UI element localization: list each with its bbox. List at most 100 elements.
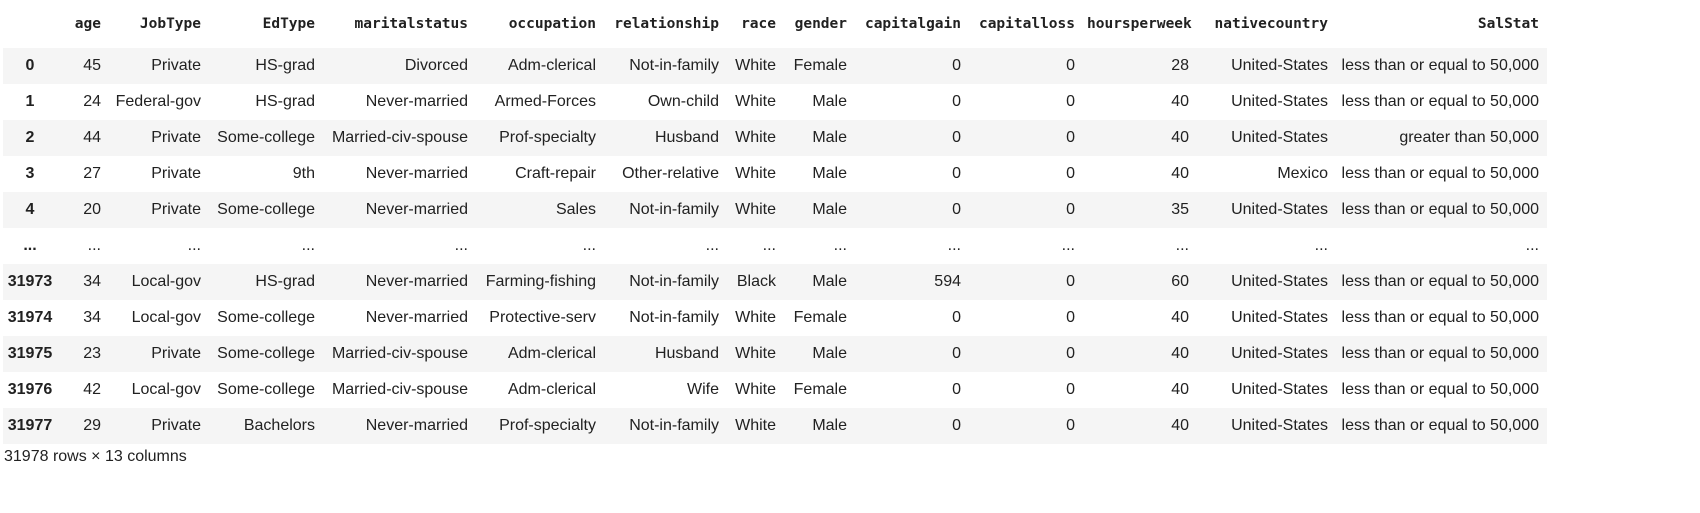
table-cell: 44 (83, 129, 101, 146)
table-cell: 0 (952, 93, 961, 110)
table-cell: HS-grad (255, 93, 315, 110)
table-cell: Craft-repair (515, 165, 596, 182)
table-cell: Private (151, 129, 201, 146)
table-row: 4 20 Private Some-college Never-married Sales… (3, 192, 1547, 228)
table-cell: 35 (1171, 201, 1189, 218)
table-cell: 0 (952, 129, 961, 146)
table-cell: less than or equal to 50,000 (1341, 345, 1539, 362)
table-cell: Local-gov (131, 381, 201, 398)
row-index: 1 (25, 93, 35, 110)
ellipsis-row: ........................................… (3, 228, 1547, 264)
row-index: 31974 (7, 309, 53, 326)
row-index: 31975 (7, 345, 53, 362)
table-cell: 40 (1171, 309, 1189, 326)
table-cell: White (735, 165, 776, 182)
table-cell: 40 (1171, 417, 1189, 434)
table-cell: White (735, 345, 776, 362)
table-cell: Never-married (365, 165, 468, 182)
table-cell: ... (1061, 237, 1075, 254)
table-row: 31974 34 Local-gov Some-college Never-marrie… (3, 300, 1547, 336)
column-header: occupation (508, 16, 596, 32)
column-header: capitalloss (978, 16, 1075, 32)
table-cell: United-States (1231, 93, 1328, 110)
table-cell: Never-married (365, 417, 468, 434)
index-header (3, 0, 61, 48)
table-cell: ... (1175, 237, 1189, 254)
table-cell: 0 (952, 165, 961, 182)
table-cell: Some-college (217, 381, 315, 398)
header-row: age JobType EdType maritalstatus occupation r… (3, 0, 1547, 48)
table-cell: 34 (83, 273, 101, 290)
row-index: 0 (25, 57, 35, 74)
table-cell: ... (1314, 237, 1328, 254)
table-cell: Husband (654, 129, 719, 146)
table-cell: Federal-gov (115, 93, 201, 110)
table-cell: ... (1525, 237, 1539, 254)
table-cell: Some-college (217, 201, 315, 218)
table-cell: Adm-clerical (507, 57, 596, 74)
row-index: 31973 (7, 273, 53, 290)
table-cell: 0 (1066, 93, 1075, 110)
table-cell: 0 (952, 381, 961, 398)
table-cell: Divorced (404, 57, 468, 74)
table-cell: Local-gov (131, 273, 201, 290)
table-row: 31973 34 Local-gov HS-grad Never-married Farm… (3, 264, 1547, 300)
table-cell: White (735, 93, 776, 110)
table-cell: Mexico (1277, 165, 1328, 182)
column-header: hoursperweek (1087, 16, 1192, 32)
table-cell: Not-in-family (629, 201, 719, 218)
table-cell: White (735, 57, 776, 74)
table-cell: less than or equal to 50,000 (1341, 93, 1539, 110)
table-cell: ... (833, 237, 847, 254)
table-row: 31976 42 Local-gov Some-college Married-civ-… (3, 372, 1547, 408)
table-cell: 594 (934, 273, 961, 290)
table-cell: Some-college (217, 129, 315, 146)
table-cell: 40 (1171, 129, 1189, 146)
table-cell: Male (812, 129, 847, 146)
table-cell: Adm-clerical (507, 381, 596, 398)
row-index: 3 (25, 165, 35, 182)
column-header: EdType (262, 16, 315, 32)
table-cell: Male (812, 201, 847, 218)
table-cell: Male (812, 417, 847, 434)
row-index: 4 (25, 201, 35, 218)
table-cell: 0 (1066, 201, 1075, 218)
table-cell: 27 (83, 165, 101, 182)
table-cell: United-States (1231, 345, 1328, 362)
table-cell: Sales (555, 201, 596, 218)
table-cell: Married-civ-spouse (331, 345, 468, 362)
table-body: 0 45 Private HS-grad Divorced Adm-clerical Not… (3, 48, 1547, 444)
dataframe-output: age JobType EdType maritalstatus occupation r… (3, 0, 1547, 444)
table-cell: 0 (1066, 129, 1075, 146)
table-shape-note: 31978 rows × 13 columns (4, 448, 187, 465)
table-cell: United-States (1231, 57, 1328, 74)
table-cell: Other-relative (622, 165, 719, 182)
table-cell: Male (812, 345, 847, 362)
table-cell: less than or equal to 50,000 (1341, 417, 1539, 434)
table-cell: 0 (1066, 309, 1075, 326)
column-header: JobType (139, 16, 201, 32)
table-row: 31975 23 Private Some-college Married-civ-sp… (3, 336, 1547, 372)
row-index: 31977 (7, 417, 53, 434)
table-cell: ... (582, 237, 596, 254)
table-cell: HS-grad (255, 273, 315, 290)
table-cell: United-States (1231, 273, 1328, 290)
column-header: maritalstatus (354, 16, 469, 32)
table-cell: less than or equal to 50,000 (1341, 381, 1539, 398)
table-cell: Not-in-family (629, 417, 719, 434)
table-row: 3 27 Private 9th Never-married Craft-repair Ot… (3, 156, 1547, 192)
table-cell: ... (762, 237, 776, 254)
table-cell: 40 (1171, 381, 1189, 398)
table-cell: 0 (952, 57, 961, 74)
table-cell: 0 (952, 345, 961, 362)
table-cell: 40 (1171, 165, 1189, 182)
table-cell: United-States (1231, 417, 1328, 434)
table-cell: Never-married (365, 201, 468, 218)
table-cell: 0 (1066, 417, 1075, 434)
table-cell: ... (454, 237, 468, 254)
table-cell: Not-in-family (629, 57, 719, 74)
table-cell: 34 (83, 309, 101, 326)
column-header: SalStat (1477, 16, 1539, 32)
table-cell: Black (736, 273, 776, 290)
table-cell: Bachelors (243, 417, 315, 434)
